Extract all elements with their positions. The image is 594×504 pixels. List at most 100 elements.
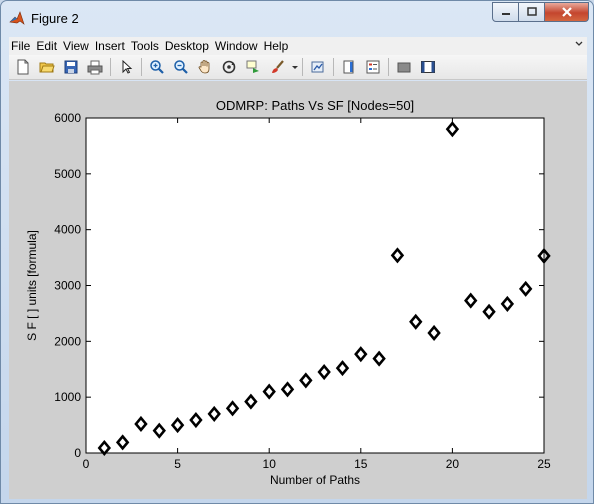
x-tick-label: 25 (537, 457, 551, 471)
close-button[interactable] (545, 2, 589, 22)
pan-hand-icon (198, 60, 210, 74)
data-point (299, 372, 313, 389)
data-point (500, 295, 515, 312)
rotate-3d-icon (222, 60, 236, 74)
window-controls (492, 2, 589, 22)
data-point (97, 439, 112, 457)
print-icon (87, 60, 103, 75)
data-point (427, 324, 441, 341)
data-cursor-icon (246, 60, 259, 73)
title-bar[interactable]: Figure 2 (1, 1, 593, 35)
scatter-plot[interactable]: 0 5 10 15 20 25 0 1000 2000 3000 4000 5000 6000 ODMRP… (9, 81, 587, 499)
pan-button[interactable] (195, 57, 215, 77)
y-tick-label: 2000 (54, 334, 81, 348)
x-tick-label: 15 (354, 457, 368, 471)
menu-tools[interactable]: Tools (130, 39, 159, 53)
axes-box (85, 117, 545, 454)
brush-icon (272, 60, 284, 73)
menu-edit[interactable]: Edit (36, 39, 58, 53)
y-tick-label: 0 (74, 446, 81, 460)
save-icon (64, 60, 78, 74)
hide-plot-tools-button[interactable] (394, 57, 414, 77)
zoom-in-icon (150, 60, 164, 74)
colorbar-button[interactable] (339, 57, 359, 77)
maximize-button[interactable] (519, 2, 545, 22)
show-plot-tools-icon (421, 61, 435, 73)
data-point (244, 393, 258, 410)
new-figure-button[interactable] (13, 57, 33, 77)
select-arrow-button[interactable] (116, 57, 136, 77)
x-tick-label: 10 (263, 457, 277, 471)
menu-view[interactable]: View (63, 39, 89, 53)
y-tick-label: 3000 (54, 279, 81, 293)
menu-bar: File Edit View Insert Tools Desktop Wind… (9, 37, 587, 55)
data-point (280, 381, 295, 398)
data-point (482, 303, 496, 320)
hide-plot-tools-icon (397, 62, 411, 73)
data-point (518, 280, 533, 297)
x-tick-label: 5 (174, 457, 181, 471)
x-axis-label: Number of Paths (270, 473, 360, 487)
toolbar-separator (110, 58, 111, 76)
link-plot-icon (311, 61, 324, 73)
data-point (134, 415, 148, 432)
colorbar-icon (343, 60, 354, 74)
data-point (390, 247, 405, 264)
maximize-icon (526, 7, 537, 16)
minimize-icon (501, 13, 510, 15)
data-point (537, 247, 551, 264)
brush-dropdown-button[interactable] (291, 57, 299, 77)
toolbar-separator (141, 58, 142, 76)
show-plot-tools-button[interactable] (418, 57, 438, 77)
data-point (207, 405, 221, 422)
data-cursor-button[interactable] (243, 57, 263, 77)
open-file-button[interactable] (37, 57, 57, 77)
zoom-out-icon (174, 60, 188, 74)
menu-help[interactable]: Help (263, 39, 289, 53)
print-button[interactable] (85, 57, 105, 77)
data-point (189, 412, 203, 429)
minimize-button[interactable] (492, 2, 519, 22)
data-point (445, 121, 460, 138)
data-point (152, 422, 166, 439)
legend-icon (366, 60, 380, 74)
chevron-icon[interactable] (575, 40, 583, 48)
data-point (464, 292, 478, 309)
close-icon (561, 7, 572, 17)
figure-toolbar (9, 55, 587, 80)
y-tick-label: 5000 (54, 167, 81, 181)
data-point (170, 417, 185, 434)
zoom-out-button[interactable] (171, 57, 191, 77)
data-point (354, 346, 368, 363)
data-point (262, 383, 276, 400)
data-point (409, 313, 423, 330)
save-button[interactable] (61, 57, 81, 77)
data-point (372, 350, 386, 367)
data-point (225, 400, 240, 417)
y-tick-label: 1000 (54, 390, 81, 404)
figure-canvas: 0 5 10 15 20 25 0 1000 2000 3000 4000 5000 6000 ODMRP… (9, 81, 587, 499)
open-file-icon (39, 62, 55, 73)
y-tick-label: 6000 (54, 111, 81, 125)
x-tick-label: 0 (83, 457, 90, 471)
toolbar-separator (388, 58, 389, 76)
new-figure-icon (17, 59, 29, 75)
y-tick-label: 4000 (54, 223, 81, 237)
window-title: Figure 2 (31, 11, 79, 26)
zoom-in-button[interactable] (147, 57, 167, 77)
data-point (115, 434, 130, 451)
brush-button[interactable] (267, 57, 287, 77)
brush-dropdown-icon (292, 66, 298, 69)
toolbar-separator (302, 58, 303, 76)
menu-file[interactable]: File (11, 39, 31, 53)
menu-insert[interactable]: Insert (94, 39, 125, 53)
data-point (317, 364, 331, 381)
legend-button[interactable] (363, 57, 383, 77)
link-plot-button[interactable] (308, 57, 328, 77)
menu-window[interactable]: Window (214, 39, 258, 53)
menu-desktop[interactable]: Desktop (164, 39, 209, 53)
rotate-3d-button[interactable] (219, 57, 239, 77)
data-point (335, 360, 350, 377)
chart-title: ODMRP: Paths Vs SF [Nodes=50] (216, 98, 414, 113)
